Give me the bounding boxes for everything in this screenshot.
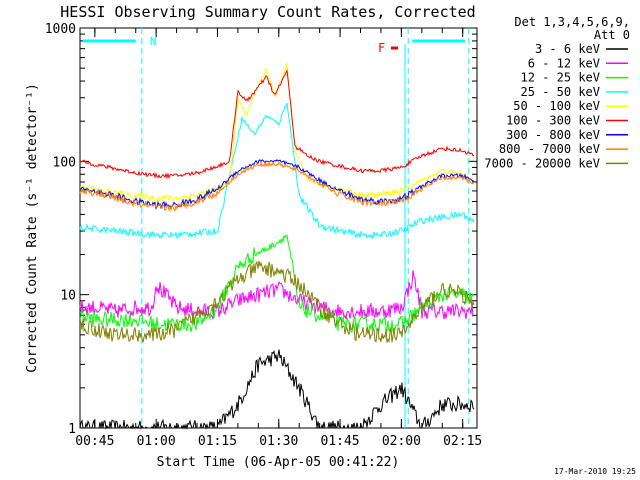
legend-entry-label: 25 - 50 keV: [521, 85, 600, 99]
legend-entry-label: 6 - 12 keV: [528, 56, 600, 70]
x-tick-label: 01:15: [198, 434, 237, 449]
legend-entry-label: 800 - 7000 keV: [499, 142, 600, 156]
series-line-2: [79, 270, 475, 320]
x-tick-label: 01:00: [137, 434, 176, 449]
series-line-6: [79, 69, 475, 180]
legend-entry-label: 100 - 300 keV: [506, 114, 600, 128]
x-tick-label: 01:45: [321, 434, 360, 449]
y-tick-label: 100: [53, 155, 76, 170]
night-label: N: [150, 35, 157, 48]
x-tick-label: 02:15: [443, 434, 482, 449]
x-tick-label: 01:30: [259, 434, 298, 449]
legend-entry-label: 7000 - 20000 keV: [484, 156, 600, 170]
x-axis-label: Start Time (06-Apr-05 00:41:22): [157, 455, 400, 470]
x-tick-label: 00:45: [75, 434, 114, 449]
chart-title: HESSI Observing Summary Count Rates, Cor…: [60, 3, 475, 21]
legend-entry-label: 300 - 800 keV: [506, 128, 600, 142]
legend-entry-label: 3 - 6 keV: [535, 42, 600, 56]
vertical-markers: [83, 28, 470, 428]
chart-labels: 1 10 100 1000 00:45 01:00 01:15 01:30 01:45 02:00…: [25, 3, 636, 476]
x-tick-label: 02:00: [382, 434, 421, 449]
legend-title-line-2: Att 0: [594, 28, 630, 42]
series-line-9: [79, 260, 475, 344]
series-line-5: [79, 63, 475, 203]
series-line-1: [79, 349, 475, 430]
legend-title-line-1: Det 1,3,4,5,6,9,: [514, 15, 630, 29]
series-lines: [79, 63, 475, 430]
series-line-4: [79, 102, 475, 240]
legend-entry-label: 50 - 100 keV: [513, 99, 600, 113]
y-tick-label: 10: [60, 289, 76, 304]
legend-entry-label: 12 - 25 keV: [521, 71, 600, 85]
y-tick-label: 1: [68, 422, 76, 437]
series-line-8: [79, 160, 475, 212]
flare-label: F: [378, 41, 385, 55]
y-axis-label: Corrected Count Rate (s⁻¹ detector⁻¹): [25, 83, 40, 373]
timestamp: 17-Mar-2010 19:25: [554, 467, 636, 476]
y-tick-label: 1000: [45, 22, 76, 37]
series-line-3: [79, 234, 475, 334]
